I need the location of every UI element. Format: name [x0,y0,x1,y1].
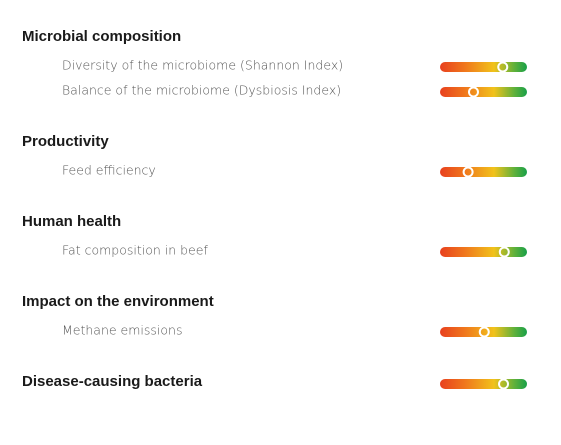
gauge-knob [462,166,474,178]
gauge-knob [478,326,490,338]
section-heading: Human health [22,213,121,230]
indicator-label: Balance of the microbiome (Dysbiosis Ind… [62,83,341,98]
indicator-label: Feed efficiency [62,163,156,178]
section-heading: Productivity [22,133,109,150]
indicator-label: Methane emissions [62,323,182,338]
gauge-knob [497,61,509,73]
indicator-label: Diversity of the microbiome (Shannon Ind… [62,58,343,73]
gauge-knob [498,378,510,390]
section-heading: Microbial composition [22,28,181,45]
section-heading: Disease-causing bacteria [22,373,203,390]
gauge-knob [498,246,510,258]
gauge-knob [467,86,479,98]
gauge-track [440,379,527,389]
gauge-track [440,167,527,177]
indicator-label: Fat composition in beef [62,243,208,258]
gauge-track [440,247,527,257]
section-heading: Impact on the environment [22,293,214,310]
gauge-track [440,62,527,72]
gauge-track [440,87,527,97]
gauge-track [440,327,527,337]
